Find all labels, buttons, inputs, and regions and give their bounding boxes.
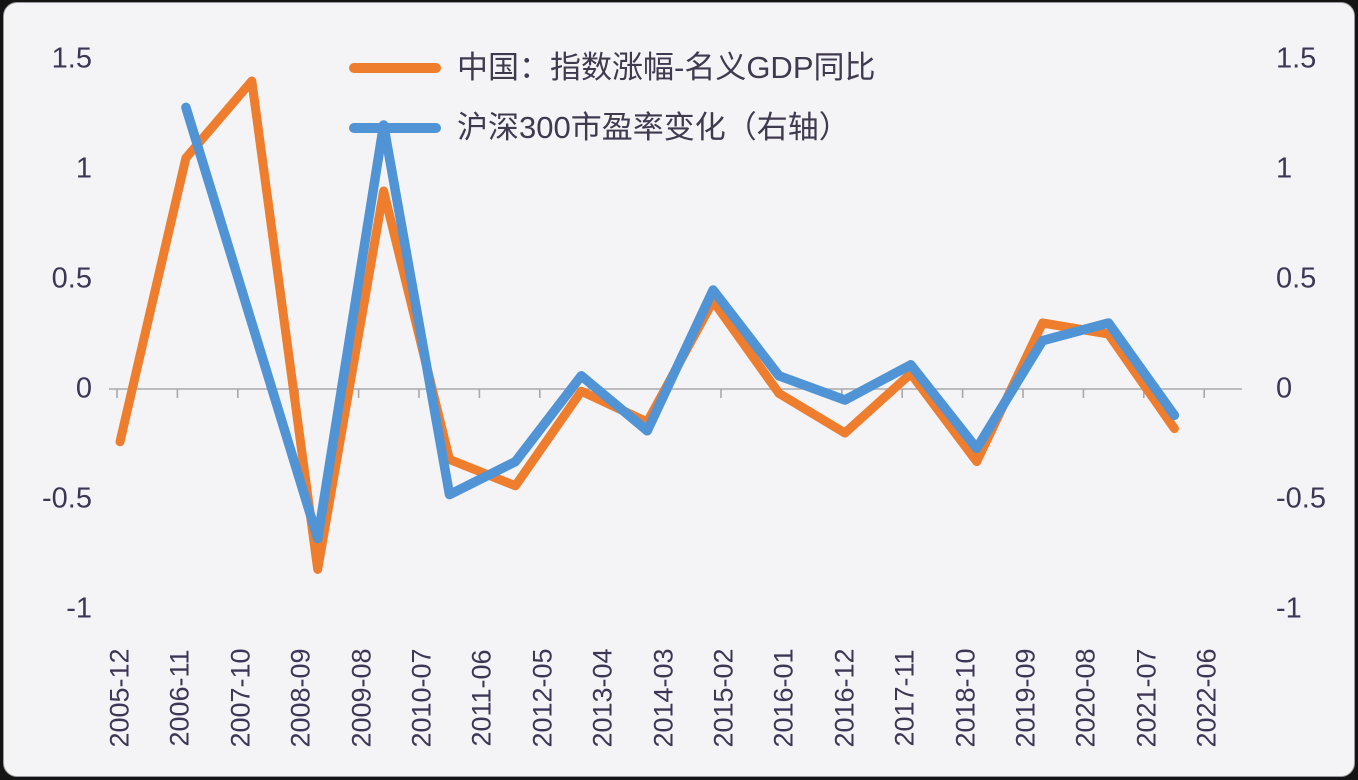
legend-item-pe-change: 沪深300市盈率变化（右轴）	[349, 110, 876, 146]
y-axis-label-right: 0.5	[1276, 262, 1317, 295]
y-axis-label-right: 1.5	[1276, 42, 1317, 75]
chart-legend: 中国：指数涨幅-名义GDP同比 沪深300市盈率变化（右轴）	[349, 50, 876, 146]
y-axis-label-left: -1	[66, 592, 92, 625]
blue-series-line	[181, 102, 1180, 544]
y-axis-label-left: -0.5	[42, 482, 92, 515]
y-axis-label-left: 0	[75, 372, 92, 405]
legend-label-pe-change: 沪深300市盈率变化（右轴）	[457, 110, 850, 146]
y-axis-label-left: 0.5	[51, 262, 92, 295]
chart-svg	[109, 76, 1242, 574]
y-axis-label-right: -0.5	[1276, 482, 1326, 515]
y-axis-label-left: 1.5	[51, 42, 92, 75]
blue-line-swatch-icon	[349, 123, 441, 134]
legend-label-gdp-gap: 中国：指数涨幅-名义GDP同比	[457, 50, 876, 85]
y-axis-label-right: 1	[1276, 152, 1293, 185]
y-axis-label-right: 0	[1276, 372, 1293, 405]
chart-card: 中国：指数涨幅-名义GDP同比 沪深300市盈率变化（右轴） 1.5 1 0.5 0-…	[3, 2, 1355, 777]
legend-item-gdp-gap: 中国：指数涨幅-名义GDP同比	[349, 50, 876, 85]
y-axis-label-right: -1	[1276, 592, 1302, 625]
orange-series-line	[115, 76, 1179, 574]
orange-line-swatch-icon	[349, 63, 441, 74]
y-axis-label-left: 1	[75, 152, 92, 185]
plot-area: 1.5 1 0.5 0 -0.5 -1 1.5 1 0.5 0 -0.5 -1 2005-12 2006-…	[4, 3, 1356, 778]
